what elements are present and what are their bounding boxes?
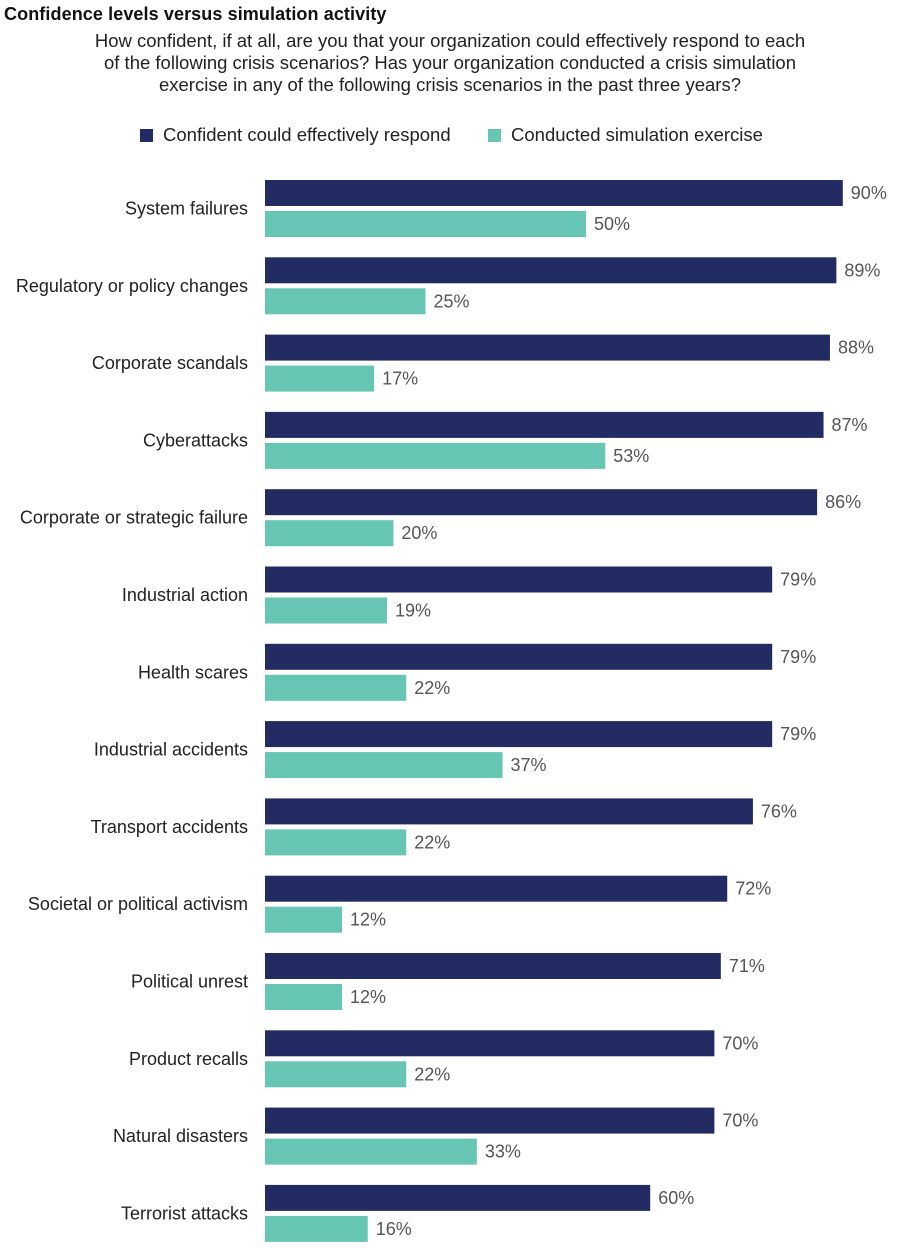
category-label-political-unrest: Political unrest xyxy=(131,972,248,992)
value-label-confident-societal-or-political-activism: 72% xyxy=(735,879,771,899)
value-label-confident-system-failures: 90% xyxy=(851,183,887,203)
value-label-simulation-corporate-or-strategic-failure: 20% xyxy=(401,523,437,543)
category-label-transport-accidents: Transport accidents xyxy=(91,817,248,837)
category-label-cyberattacks: Cyberattacks xyxy=(143,430,248,450)
bar-confident-natural-disasters xyxy=(265,1107,715,1134)
bar-simulation-corporate-scandals xyxy=(265,365,375,392)
legend-item-simulation: Conducted simulation exercise xyxy=(488,123,763,147)
chart-title: Confidence levels versus simulation acti… xyxy=(4,4,387,24)
category-label-terrorist-attacks: Terrorist attacks xyxy=(121,1203,248,1223)
value-label-confident-health-scares: 79% xyxy=(780,647,816,667)
bar-simulation-political-unrest xyxy=(265,984,343,1010)
category-label-corporate-scandals: Corporate scandals xyxy=(92,353,248,373)
value-label-confident-natural-disasters: 70% xyxy=(722,1111,758,1131)
value-label-confident-political-unrest: 71% xyxy=(729,956,765,976)
value-label-simulation-cyberattacks: 53% xyxy=(613,446,649,466)
value-label-confident-product-recalls: 70% xyxy=(722,1033,758,1053)
chart-legend: Confident could effectively respond Cond… xyxy=(0,123,900,147)
chart-subtitle-line-1: How confident, if at all, are you that y… xyxy=(94,30,806,51)
value-label-simulation-regulatory-or-policy-changes: 25% xyxy=(434,291,470,311)
value-label-simulation-societal-or-political-activism: 12% xyxy=(350,910,386,930)
bar-simulation-natural-disasters xyxy=(265,1138,477,1165)
bar-confident-transport-accidents xyxy=(265,798,753,825)
bar-simulation-cyberattacks xyxy=(265,442,606,469)
bar-confident-industrial-action xyxy=(265,566,773,593)
value-label-confident-regulatory-or-policy-changes: 89% xyxy=(844,260,880,280)
bar-confident-corporate-or-strategic-failure xyxy=(265,489,818,516)
value-label-confident-terrorist-attacks: 60% xyxy=(658,1188,694,1208)
value-label-simulation-health-scares: 22% xyxy=(414,678,450,698)
value-label-confident-cyberattacks: 87% xyxy=(832,415,868,435)
chart-subtitle-line-3: exercise in any of the following crisis … xyxy=(158,74,741,95)
value-label-simulation-industrial-accidents: 37% xyxy=(511,755,547,775)
bar-simulation-industrial-action xyxy=(265,597,387,624)
legend-label-confident: Confident could effectively respond xyxy=(163,124,451,145)
legend-swatch-confident xyxy=(140,128,153,142)
category-label-health-scares: Health scares xyxy=(138,662,248,682)
bar-simulation-terrorist-attacks xyxy=(265,1215,368,1242)
value-label-simulation-terrorist-attacks: 16% xyxy=(376,1219,412,1239)
category-label-societal-or-political-activism: Societal or political activism xyxy=(28,894,248,914)
value-label-simulation-transport-accidents: 22% xyxy=(414,832,450,852)
category-label-industrial-action: Industrial action xyxy=(122,585,248,605)
legend-swatch-simulation xyxy=(488,128,501,142)
category-label-product-recalls: Product recalls xyxy=(129,1049,248,1069)
bar-confident-health-scares xyxy=(265,643,773,670)
category-label-natural-disasters: Natural disasters xyxy=(113,1126,248,1146)
bar-simulation-corporate-or-strategic-failure xyxy=(265,520,394,547)
bar-confident-corporate-scandals xyxy=(265,334,830,361)
value-label-confident-corporate-or-strategic-failure: 86% xyxy=(825,492,861,512)
value-label-simulation-natural-disasters: 33% xyxy=(485,1142,521,1162)
bar-simulation-industrial-accidents xyxy=(265,752,503,779)
value-label-simulation-political-unrest: 12% xyxy=(350,987,386,1007)
value-label-confident-corporate-scandals: 88% xyxy=(838,338,874,358)
value-label-simulation-system-failures: 50% xyxy=(594,214,630,234)
value-label-simulation-industrial-action: 19% xyxy=(395,601,431,621)
category-label-industrial-accidents: Industrial accidents xyxy=(94,740,248,760)
category-label-system-failures: System failures xyxy=(125,199,248,219)
bar-simulation-regulatory-or-policy-changes xyxy=(265,288,426,315)
legend-label-simulation: Conducted simulation exercise xyxy=(511,124,763,145)
bar-confident-industrial-accidents xyxy=(265,721,773,748)
bar-confident-political-unrest xyxy=(265,953,721,979)
bar-simulation-system-failures xyxy=(265,211,586,237)
bar-simulation-health-scares xyxy=(265,674,407,701)
category-label-regulatory-or-policy-changes: Regulatory or policy changes xyxy=(16,276,248,296)
legend-item-confident: Confident could effectively respond xyxy=(140,123,451,147)
category-label-corporate-or-strategic-failure: Corporate or strategic failure xyxy=(20,508,248,528)
chart-subtitle: How confident, if at all, are you that y… xyxy=(0,30,900,96)
value-label-simulation-corporate-scandals: 17% xyxy=(382,369,418,389)
bar-confident-product-recalls xyxy=(265,1030,715,1057)
chart-subtitle-line-2: of the following crisis scenarios? Has y… xyxy=(103,52,797,73)
bar-simulation-societal-or-political-activism xyxy=(265,906,343,933)
bar-confident-system-failures xyxy=(265,180,843,206)
value-label-confident-industrial-action: 79% xyxy=(780,570,816,590)
bar-confident-societal-or-political-activism xyxy=(265,875,728,902)
value-label-confident-transport-accidents: 76% xyxy=(761,801,797,821)
bar-simulation-transport-accidents xyxy=(265,829,407,856)
bar-confident-cyberattacks xyxy=(265,411,824,438)
bar-confident-terrorist-attacks xyxy=(265,1184,651,1211)
value-label-confident-industrial-accidents: 79% xyxy=(780,724,816,744)
bar-simulation-product-recalls xyxy=(265,1061,407,1088)
value-label-simulation-product-recalls: 22% xyxy=(414,1064,450,1084)
bar-confident-regulatory-or-policy-changes xyxy=(265,257,837,284)
